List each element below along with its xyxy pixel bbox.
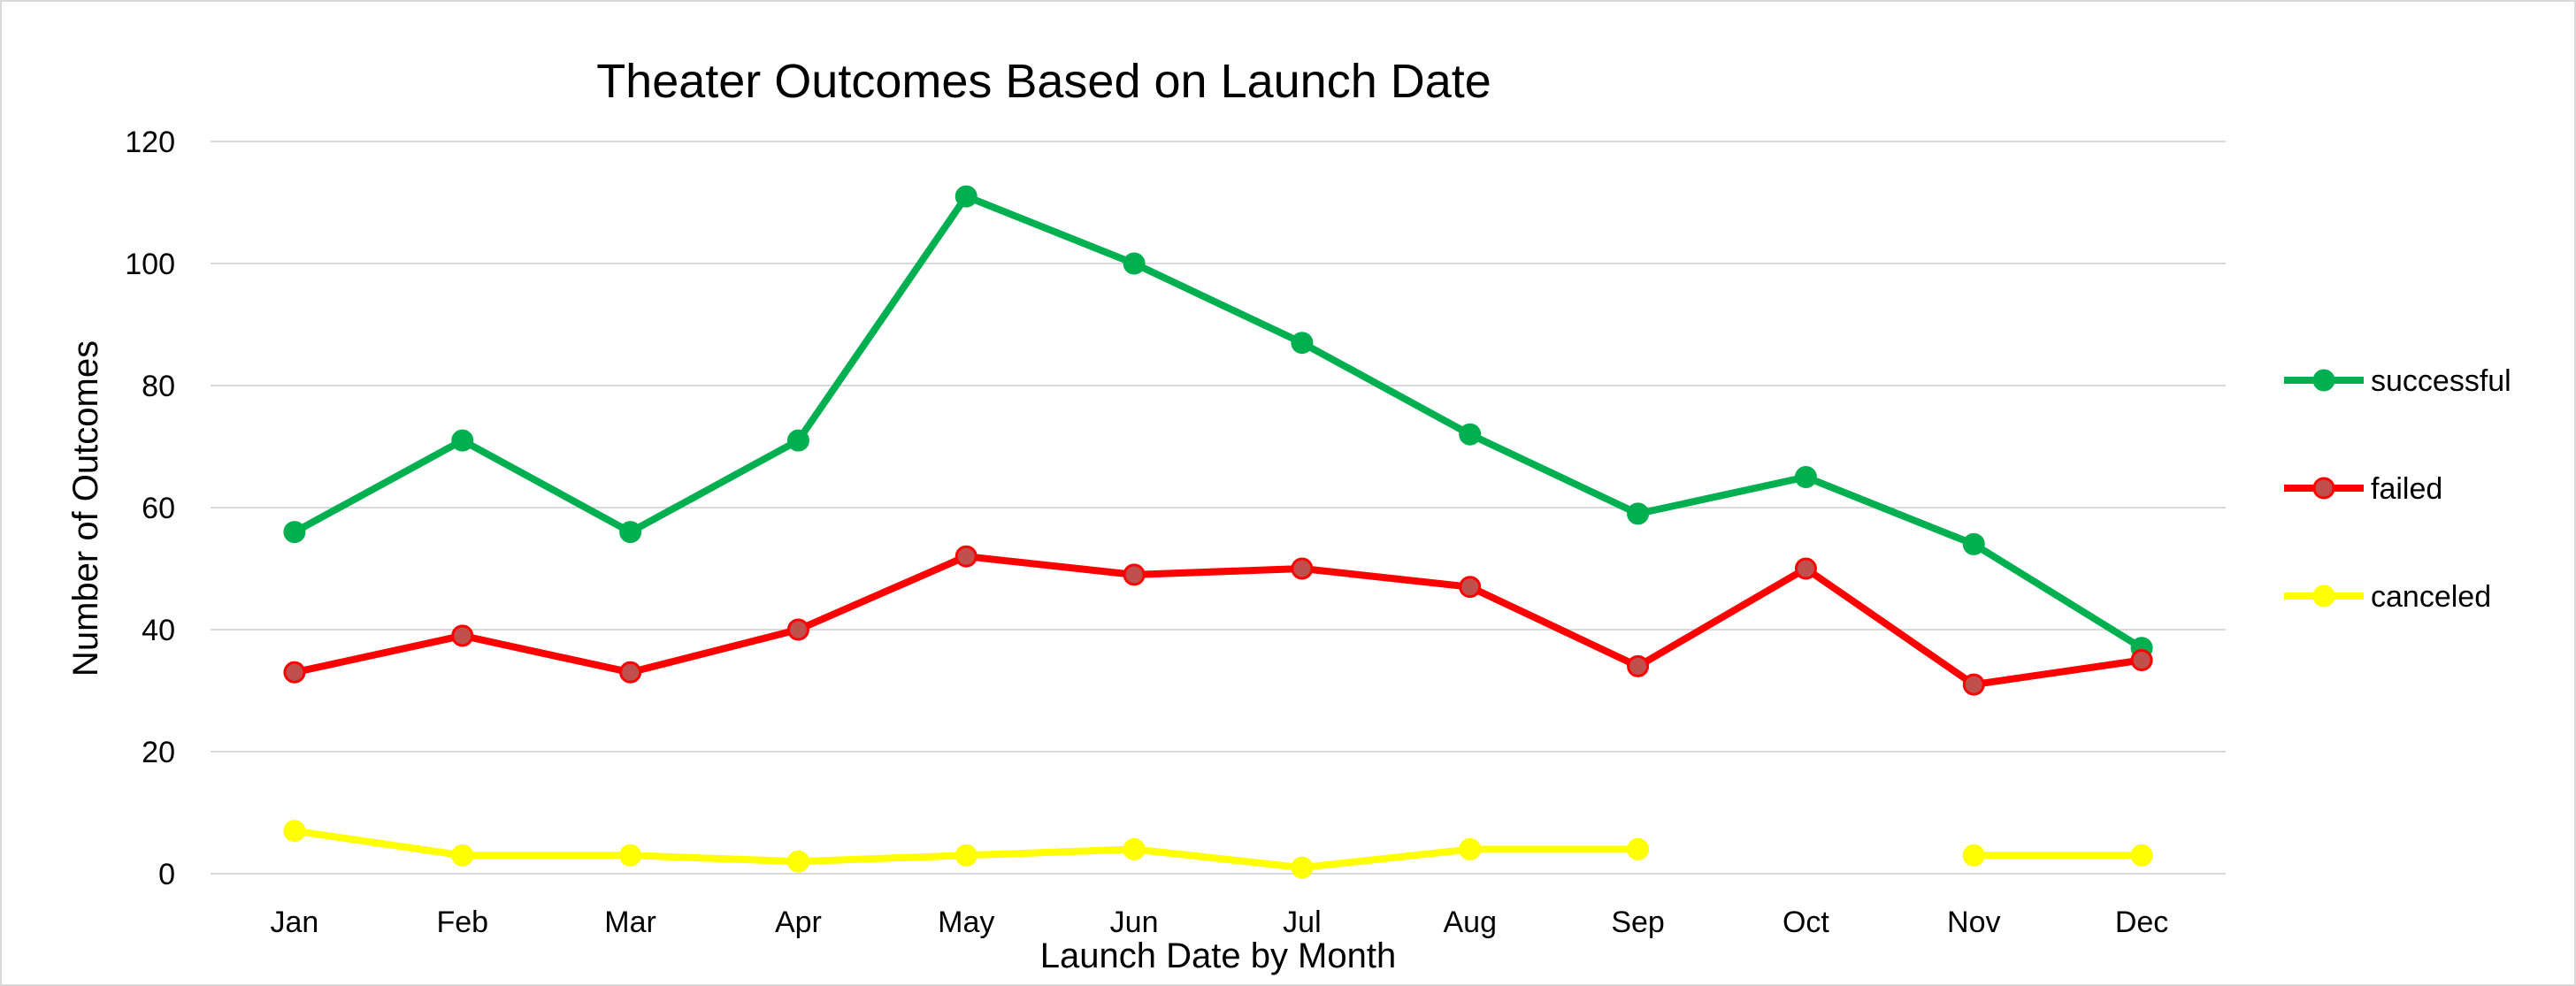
x-tick-label: Jun [1110, 906, 1159, 939]
y-tick-label: 120 [125, 126, 175, 159]
legend-swatch-marker [2312, 585, 2335, 608]
series-successful [283, 185, 2153, 660]
series-line-successful [290, 193, 2146, 652]
y-tick-label: 100 [125, 248, 175, 281]
data-point-canceled [954, 844, 978, 867]
data-point-canceled [1291, 856, 1314, 879]
chart-title: Theater Outcomes Based on Launch Date [596, 55, 1491, 108]
x-tick-label: Apr [775, 906, 822, 939]
y-tick-label: 0 [158, 858, 175, 891]
data-point-failed [1627, 654, 1650, 677]
data-point-successful [451, 429, 474, 452]
data-point-successful [1459, 423, 1482, 446]
series-canceled [283, 820, 2153, 879]
data-point-successful [283, 521, 306, 544]
x-axis-ticks: Jan Feb Mar Apr May Jun Jul Aug Sep Oct Nov Dec [271, 906, 2169, 939]
data-point-failed [1794, 557, 1817, 580]
data-point-canceled [2130, 844, 2153, 867]
x-tick-label: Dec [2115, 906, 2168, 939]
x-tick-label: Sep [1611, 906, 1665, 939]
x-tick-label: May [938, 906, 994, 939]
series-line-failed [290, 553, 2146, 689]
data-point-successful [1627, 502, 1650, 525]
data-point-successful [954, 185, 978, 208]
gridlines [211, 141, 2226, 875]
legend-item-successful: successful [2284, 364, 2511, 398]
data-point-canceled [451, 844, 474, 867]
data-point-failed [954, 545, 978, 568]
data-point-successful [619, 521, 642, 544]
data-point-failed [1291, 557, 1314, 580]
y-axis-ticks: 0 20 40 60 80 100 120 [125, 126, 175, 891]
y-tick-label: 60 [142, 492, 175, 525]
data-point-failed [1123, 563, 1146, 586]
x-tick-label: Jul [1283, 906, 1321, 939]
x-axis-title: Launch Date by Month [1040, 936, 1396, 975]
y-tick-label: 80 [142, 370, 175, 403]
data-point-canceled [619, 844, 642, 867]
data-point-failed [451, 624, 474, 647]
series-failed [283, 545, 2153, 696]
legend-item-canceled: canceled [2284, 580, 2491, 614]
legend: successful failed canceled [2284, 364, 2511, 614]
legend-label: failed [2371, 472, 2442, 506]
data-point-canceled [1459, 837, 1482, 860]
legend-swatch-marker [2312, 369, 2335, 392]
data-point-successful [1123, 252, 1146, 275]
data-point-canceled [1627, 837, 1650, 860]
series-layer [283, 185, 2153, 879]
y-tick-label: 20 [142, 736, 175, 769]
x-tick-label: Aug [1444, 906, 1498, 939]
data-point-failed [1962, 673, 1985, 696]
data-point-failed [283, 661, 306, 684]
y-tick-label: 40 [142, 614, 175, 647]
legend-item-failed: failed [2284, 472, 2442, 506]
data-point-failed [786, 618, 809, 641]
data-point-successful [1291, 332, 1314, 355]
x-tick-label: Feb [436, 906, 488, 939]
y-axis-title: Number of Outcomes [66, 340, 105, 676]
data-point-successful [1794, 466, 1817, 488]
data-point-canceled [1962, 844, 1985, 867]
data-point-successful [786, 429, 809, 452]
data-point-successful [1962, 532, 1985, 555]
x-tick-label: Oct [1782, 906, 1829, 939]
x-tick-label: Jan [271, 906, 319, 939]
x-tick-label: Nov [1947, 906, 2000, 939]
data-point-failed [619, 661, 642, 684]
data-point-canceled [1123, 837, 1146, 860]
data-point-canceled [786, 850, 809, 873]
data-point-canceled [283, 820, 306, 843]
data-point-failed [2130, 649, 2153, 671]
legend-swatch-marker [2312, 477, 2335, 500]
data-point-failed [1459, 576, 1482, 599]
legend-label: successful [2371, 364, 2511, 398]
legend-label: canceled [2371, 580, 2491, 614]
x-tick-label: Mar [604, 906, 656, 939]
